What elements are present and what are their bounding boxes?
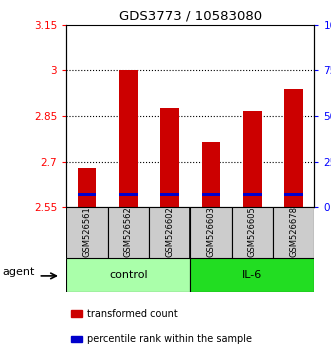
Text: agent: agent xyxy=(2,267,34,277)
Text: IL-6: IL-6 xyxy=(242,270,262,280)
Text: control: control xyxy=(109,270,148,280)
Bar xyxy=(160,108,179,207)
Title: GDS3773 / 10583080: GDS3773 / 10583080 xyxy=(119,9,262,22)
Text: GSM526602: GSM526602 xyxy=(165,206,174,257)
Text: GSM526561: GSM526561 xyxy=(82,206,91,257)
Bar xyxy=(77,167,96,207)
Bar xyxy=(77,193,96,196)
Bar xyxy=(71,310,82,316)
Bar xyxy=(284,193,303,196)
Bar xyxy=(202,193,220,196)
FancyBboxPatch shape xyxy=(66,207,108,258)
Bar xyxy=(71,336,82,342)
Bar xyxy=(160,193,179,196)
FancyBboxPatch shape xyxy=(66,258,190,292)
Text: transformed count: transformed count xyxy=(87,308,178,319)
FancyBboxPatch shape xyxy=(273,207,314,258)
Bar xyxy=(243,112,262,207)
FancyBboxPatch shape xyxy=(108,207,149,258)
Bar xyxy=(284,88,303,207)
Text: GSM526603: GSM526603 xyxy=(207,206,215,257)
Bar xyxy=(119,193,138,196)
Text: percentile rank within the sample: percentile rank within the sample xyxy=(87,334,252,344)
FancyBboxPatch shape xyxy=(190,207,232,258)
FancyBboxPatch shape xyxy=(149,207,190,258)
FancyBboxPatch shape xyxy=(232,207,273,258)
Text: GSM526605: GSM526605 xyxy=(248,206,257,257)
Bar xyxy=(119,70,138,207)
Bar xyxy=(202,142,220,207)
Text: GSM526562: GSM526562 xyxy=(124,206,133,257)
FancyBboxPatch shape xyxy=(190,258,314,292)
Text: GSM526678: GSM526678 xyxy=(289,206,298,257)
Bar xyxy=(243,193,262,196)
